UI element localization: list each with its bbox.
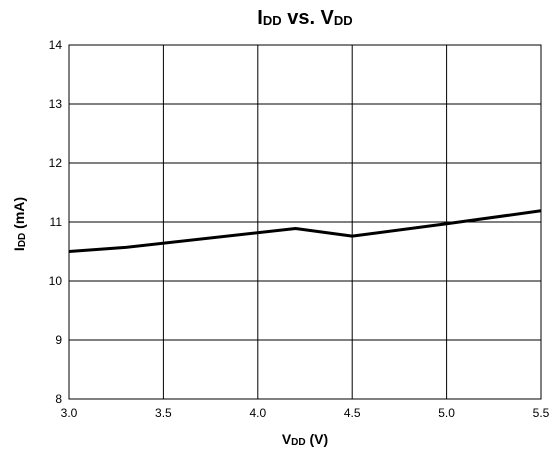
x-tick-label: 4.0 — [249, 406, 266, 420]
x-tick-label: 4.5 — [344, 406, 361, 420]
x-tick-label: 5.0 — [438, 406, 455, 420]
x-tick-label: 5.5 — [533, 406, 550, 420]
y-tick-label: 12 — [49, 156, 63, 170]
x-tick-label: 3.5 — [155, 406, 172, 420]
series-lines — [68, 209, 542, 253]
plot-area-frame — [68, 44, 542, 400]
y-axis-label: IDD (mA) — [11, 197, 28, 251]
y-tick-label: 14 — [49, 38, 63, 52]
y-tick-label: 8 — [55, 392, 62, 406]
tick-labels: 3.0 3.5 4.0 4.5 5.0 5.5 8 9 10 11 12 13 14 — [49, 38, 550, 420]
x-tick-label: 3.0 — [61, 406, 78, 420]
y-tick-label: 13 — [49, 97, 63, 111]
y-tick-label: 9 — [55, 333, 62, 347]
y-tick-label: 11 — [50, 215, 63, 229]
chart-title: IDD vs. VDD — [257, 7, 352, 29]
x-axis-label: VDD (V) — [282, 431, 328, 448]
idd-series-line — [68, 209, 542, 253]
y-tick-label: 10 — [49, 274, 63, 288]
